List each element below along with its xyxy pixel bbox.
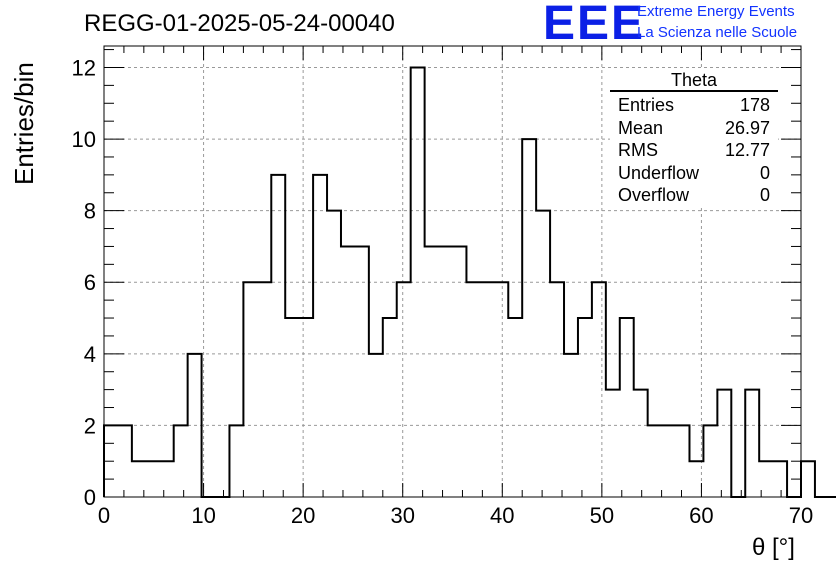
stats-label: Mean	[618, 117, 664, 138]
x-tick-label: 0	[98, 503, 110, 528]
axis-ticks	[103, 46, 802, 498]
stats-box: Theta Entries 178 Mean 26.97 RMS 12.77 U…	[610, 70, 778, 207]
stats-divider	[610, 90, 778, 92]
y-tick-label: 10	[72, 127, 96, 152]
y-axis-label: Entries/bin	[9, 62, 39, 185]
x-tick-label: 10	[191, 503, 215, 528]
stats-title: Theta	[670, 70, 718, 90]
x-tick-label: 30	[390, 503, 414, 528]
grid-lines	[104, 46, 801, 497]
y-tick-label: 4	[84, 342, 96, 367]
stats-label: Underflow	[618, 162, 700, 183]
x-tick-label: 20	[291, 503, 315, 528]
eee-logo: EEE	[543, 0, 646, 50]
x-tick-label: 40	[490, 503, 514, 528]
y-tick-label: 12	[72, 55, 96, 80]
stats-label: Overflow	[618, 185, 690, 206]
stats-row: Overflow 0	[610, 184, 778, 207]
stats-value: 12.77	[724, 140, 770, 161]
stats-row: RMS 12.77	[610, 139, 778, 162]
y-tick-label: 6	[84, 270, 96, 295]
histogram-outline	[103, 66, 836, 498]
plot-frame	[103, 45, 802, 498]
stats-label: RMS	[618, 140, 658, 161]
stats-label: Entries	[618, 95, 675, 115]
y-tick-label: 8	[84, 199, 96, 224]
stats-row: Underflow 0	[610, 162, 778, 185]
stats-value: 0	[759, 185, 770, 206]
x-tick-label: 50	[590, 503, 614, 528]
y-tick-label: 2	[84, 413, 96, 438]
logo-subtitle-1: Extreme Energy Events	[637, 3, 795, 20]
stats-value: 178	[739, 95, 770, 115]
x-tick-label: 70	[789, 503, 813, 528]
stats-value: 0	[759, 162, 770, 183]
x-axis-label: θ [°]	[752, 534, 795, 561]
tick-labels: 0 10 20 30 40 50 60 70 0 2 4 6 8 10 12	[72, 55, 814, 528]
stats-row: Entries 178	[610, 94, 778, 117]
stats-row: Mean 26.97	[610, 117, 778, 140]
stats-value: 26.97	[724, 117, 770, 138]
x-tick-label: 60	[689, 503, 713, 528]
y-tick-label: 0	[84, 485, 96, 510]
logo-subtitle-2: La Scienza nelle Scuole	[637, 24, 798, 41]
plot-title: REGG-01-2025-05-24-00040	[84, 10, 395, 37]
